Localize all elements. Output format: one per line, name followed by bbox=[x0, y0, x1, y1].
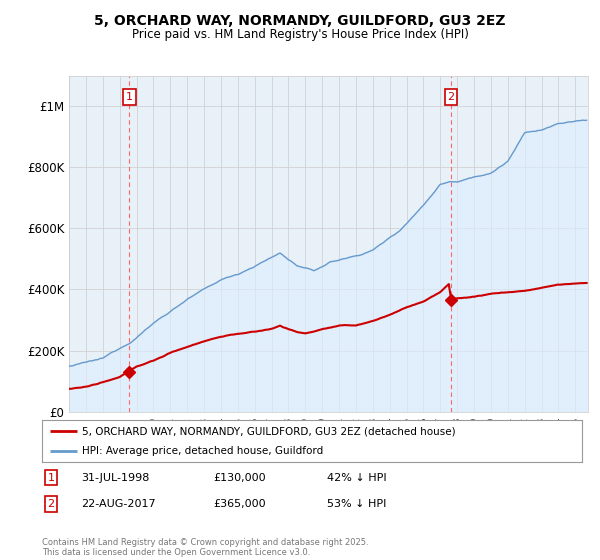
Text: 5, ORCHARD WAY, NORMANDY, GUILDFORD, GU3 2EZ: 5, ORCHARD WAY, NORMANDY, GUILDFORD, GU3… bbox=[94, 14, 506, 28]
Text: 2: 2 bbox=[448, 92, 455, 102]
Text: £130,000: £130,000 bbox=[213, 473, 266, 483]
Text: 1: 1 bbox=[126, 92, 133, 102]
Text: 53% ↓ HPI: 53% ↓ HPI bbox=[327, 499, 386, 509]
Text: £365,000: £365,000 bbox=[213, 499, 266, 509]
Text: 31-JUL-1998: 31-JUL-1998 bbox=[81, 473, 149, 483]
Text: 1: 1 bbox=[47, 473, 55, 483]
Text: 22-AUG-2017: 22-AUG-2017 bbox=[81, 499, 155, 509]
Text: 2: 2 bbox=[47, 499, 55, 509]
Text: Contains HM Land Registry data © Crown copyright and database right 2025.
This d: Contains HM Land Registry data © Crown c… bbox=[42, 538, 368, 557]
Text: HPI: Average price, detached house, Guildford: HPI: Average price, detached house, Guil… bbox=[83, 446, 324, 456]
Text: Price paid vs. HM Land Registry's House Price Index (HPI): Price paid vs. HM Land Registry's House … bbox=[131, 28, 469, 41]
Text: 5, ORCHARD WAY, NORMANDY, GUILDFORD, GU3 2EZ (detached house): 5, ORCHARD WAY, NORMANDY, GUILDFORD, GU3… bbox=[83, 426, 456, 436]
Text: 42% ↓ HPI: 42% ↓ HPI bbox=[327, 473, 386, 483]
